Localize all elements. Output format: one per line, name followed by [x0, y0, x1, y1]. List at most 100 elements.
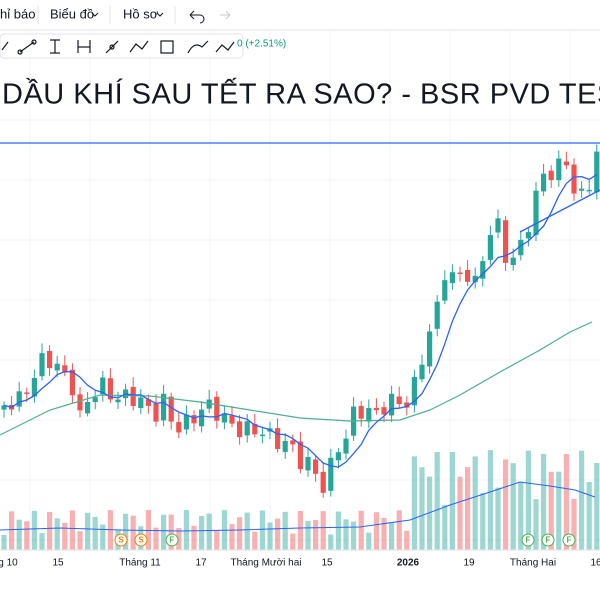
volume-bar — [328, 534, 334, 550]
event-marker — [521, 533, 535, 547]
candle — [480, 261, 486, 279]
candle — [115, 399, 121, 403]
volume-bar — [548, 471, 554, 550]
x-tick-label: 15 — [321, 558, 333, 569]
volume-bar — [449, 451, 455, 550]
volume-bar — [275, 518, 281, 550]
ma-long — [0, 321, 593, 436]
candle — [358, 405, 364, 419]
candle — [411, 377, 417, 406]
event-marker — [562, 533, 576, 547]
x-tick-label: 19 — [463, 558, 475, 569]
volume-bar — [62, 522, 68, 550]
candle — [16, 391, 22, 407]
volume-bar — [161, 514, 167, 550]
volume-bar — [563, 453, 569, 550]
drawing-tools — [1, 39, 235, 55]
candle — [221, 413, 227, 423]
x-tick-label: 2026 — [397, 558, 420, 569]
redo-button[interactable] — [220, 10, 231, 20]
candle — [237, 421, 243, 438]
candle — [541, 173, 547, 192]
volume-bar — [229, 524, 235, 550]
volume-bar — [54, 518, 60, 550]
volume-bar — [480, 493, 486, 550]
candle — [153, 403, 159, 422]
volume-bar — [427, 476, 433, 550]
volume-bar — [594, 462, 600, 550]
volume-bar — [153, 527, 159, 550]
candle — [594, 151, 600, 193]
candle — [282, 440, 288, 452]
candle — [366, 408, 372, 422]
candle — [586, 189, 592, 192]
volume-bar — [290, 533, 296, 550]
event-marker — [541, 533, 555, 547]
volume-ma — [0, 481, 596, 532]
grid — [0, 30, 600, 550]
volume-bar — [130, 515, 136, 550]
candle — [434, 301, 440, 329]
volume-bar — [487, 450, 493, 550]
volume-bar — [176, 528, 182, 550]
volume-bar — [123, 513, 129, 550]
candle — [556, 158, 562, 181]
volume-bar — [442, 504, 448, 550]
volume-bar — [510, 463, 516, 550]
volume-bar — [541, 453, 547, 550]
candle — [39, 353, 45, 377]
candle — [495, 218, 501, 233]
candle — [77, 394, 83, 411]
candle — [145, 399, 151, 406]
volume-bar — [206, 513, 212, 550]
candle — [31, 378, 37, 397]
volume-bar — [404, 530, 410, 550]
candle — [320, 471, 326, 493]
ma-short — [3, 174, 598, 468]
candle — [305, 456, 311, 471]
candle — [183, 414, 189, 430]
candle — [191, 415, 197, 424]
candle — [442, 280, 448, 301]
candle — [396, 396, 402, 405]
volume-bar — [297, 510, 303, 550]
indicators-button[interactable]: hỉ báo — [0, 6, 35, 21]
candle — [130, 386, 136, 407]
volume-bar — [244, 512, 250, 550]
volume-bar — [571, 498, 577, 550]
x-tick-label: Tháng Mười hai — [230, 558, 301, 569]
candle — [465, 269, 471, 282]
volume-bar — [282, 511, 288, 550]
volume-bar — [214, 529, 220, 550]
undo-button[interactable] — [189, 10, 205, 24]
trend-line — [519, 189, 600, 233]
chart-menu[interactable]: Biểu đồ — [50, 6, 94, 21]
profile-menu[interactable]: Hồ sơ — [123, 6, 159, 21]
candle — [168, 396, 174, 422]
candle — [449, 272, 455, 284]
event-marker-label: S — [118, 536, 124, 545]
candle — [373, 407, 379, 411]
candle — [69, 369, 75, 396]
x-axis: g 10 15 Tháng 11 17 Tháng Mười hai 15 2026 19 Th… — [0, 558, 600, 569]
candle — [176, 422, 182, 433]
candle — [259, 434, 265, 437]
volume-bar — [343, 519, 349, 550]
candle — [503, 220, 509, 263]
volume-bar — [199, 515, 205, 550]
volume-bar — [366, 532, 372, 550]
candle — [457, 272, 463, 275]
candle — [328, 457, 334, 491]
volume-bar — [39, 533, 45, 550]
volume-bar — [518, 481, 524, 550]
candle — [419, 364, 425, 380]
top-toolbar — [0, 0, 600, 30]
x-tick-label: g 10 — [0, 558, 18, 569]
candle — [548, 170, 554, 181]
candle — [571, 164, 577, 194]
candle — [92, 397, 98, 403]
x-tick-label: 17 — [195, 558, 207, 569]
volume-bar — [320, 511, 326, 550]
candle — [335, 452, 341, 461]
